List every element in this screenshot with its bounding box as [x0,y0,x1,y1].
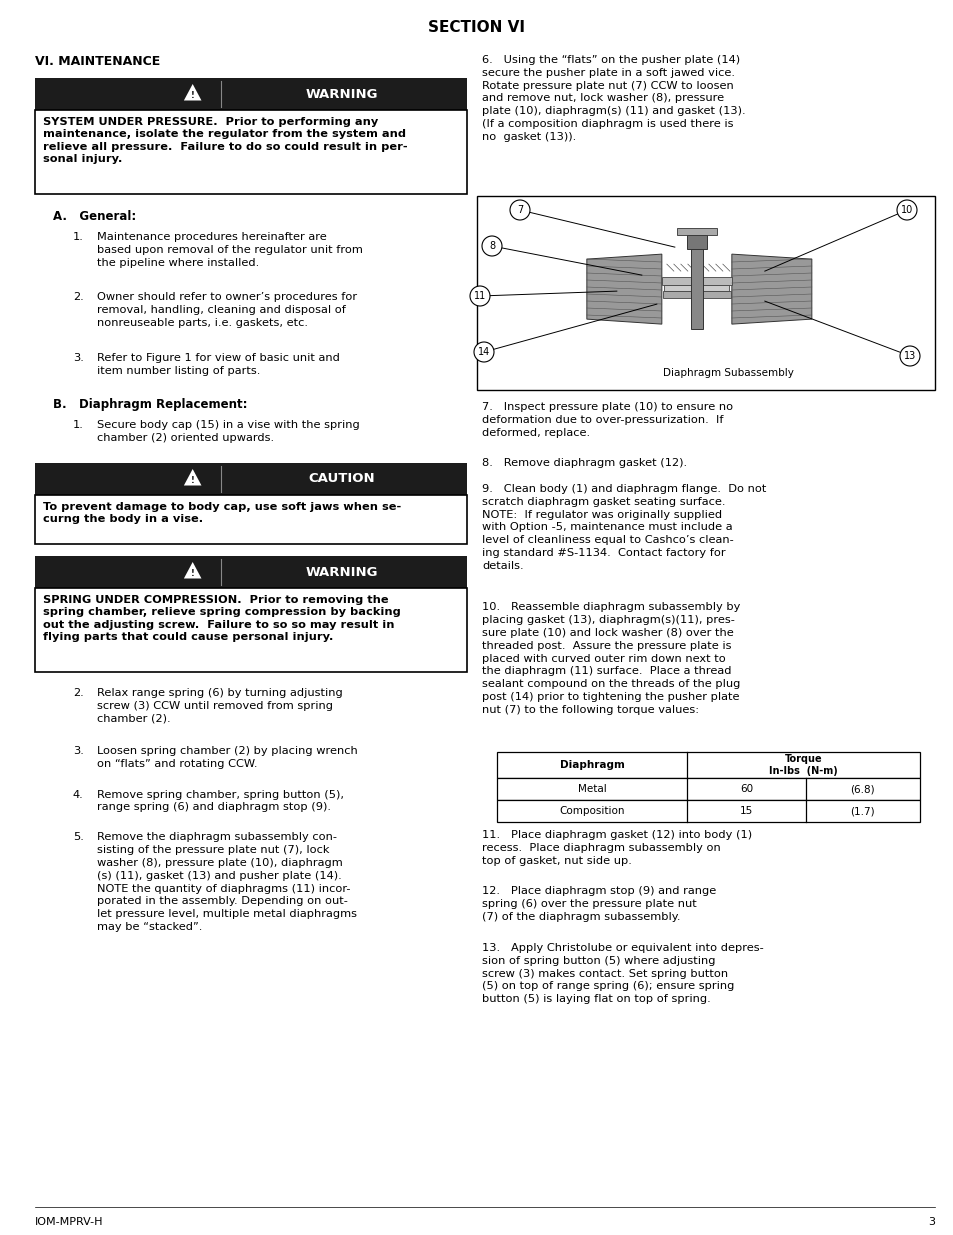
Bar [497,778,919,800]
Text: 6.   Using the “flats” on the pusher plate (14)
secure the pusher plate in a sof: 6. Using the “flats” on the pusher plate… [481,56,745,142]
Text: Torque
In-lbs  (N-m): Torque In-lbs (N-m) [768,755,837,776]
Text: Owner should refer to owner’s procedures for
removal, handling, cleaning and dis: Owner should refer to owner’s procedures… [97,293,356,329]
Text: Diaphragm: Diaphragm [559,760,624,769]
Bar [676,228,716,235]
Text: VI. MAINTENANCE: VI. MAINTENANCE [35,56,160,68]
Circle shape [510,200,530,220]
Text: Metal: Metal [578,784,606,794]
Text: WARNING: WARNING [305,88,377,100]
Polygon shape [586,254,661,324]
Bar [35,110,467,194]
Bar [35,556,467,588]
Text: 7.   Inspect pressure plate (10) to ensure no
deformation due to over-pressuriza: 7. Inspect pressure plate (10) to ensure… [481,403,732,437]
Text: CAUTION: CAUTION [308,473,375,485]
Bar [476,196,934,390]
Text: IOM-MPRV-H: IOM-MPRV-H [35,1216,103,1228]
Circle shape [481,236,501,256]
Text: 4.: 4. [73,789,84,799]
Circle shape [899,346,919,366]
Text: To prevent damage to body cap, use soft jaws when se-
curng the body in a vise.: To prevent damage to body cap, use soft … [43,501,401,525]
Bar [661,277,731,285]
Text: (6.8): (6.8) [850,784,874,794]
Text: 13: 13 [902,351,915,361]
Text: 1.: 1. [73,232,84,242]
Text: A.   General:: A. General: [53,210,136,224]
Text: SYSTEM UNDER PRESSURE.  Prior to performing any
maintenance, isolate the regulat: SYSTEM UNDER PRESSURE. Prior to performi… [43,117,407,164]
Text: !: ! [191,477,194,485]
Text: B.   Diaphragm Replacement:: B. Diaphragm Replacement: [53,398,247,411]
Text: !: ! [191,569,194,578]
Text: 2.: 2. [73,293,84,303]
Polygon shape [184,469,201,485]
Polygon shape [184,84,201,100]
Bar [497,800,919,823]
Text: 2.: 2. [73,688,84,698]
Bar [662,291,730,298]
Text: 13.   Apply Christolube or equivalent into depres-
sion of spring button (5) whe: 13. Apply Christolube or equivalent into… [481,944,763,1004]
Text: !: ! [191,91,194,100]
Text: (1.7): (1.7) [850,806,874,816]
Text: SPRING UNDER COMPRESSION.  Prior to removing the
spring chamber, relieve spring : SPRING UNDER COMPRESSION. Prior to remov… [43,595,400,642]
Text: 3.: 3. [73,746,84,757]
Bar [690,249,702,329]
Text: Composition: Composition [558,806,624,816]
Text: Maintenance procedures hereinafter are
based upon removal of the regulator unit : Maintenance procedures hereinafter are b… [97,232,362,268]
Bar [35,588,467,672]
Bar [35,463,467,495]
Text: 12.   Place diaphragm stop (9) and range
spring (6) over the pressure plate nut
: 12. Place diaphragm stop (9) and range s… [481,887,716,923]
Text: WARNING: WARNING [305,566,377,578]
Text: 3: 3 [927,1216,934,1228]
Bar [35,78,467,110]
Text: 9.   Clean body (1) and diaphragm flange.  Do not
scratch diaphragm gasket seati: 9. Clean body (1) and diaphragm flange. … [481,484,765,571]
Circle shape [896,200,916,220]
Text: 11: 11 [474,291,486,301]
Text: Remove spring chamber, spring button (5),
range spring (6) and diaphragm stop (9: Remove spring chamber, spring button (5)… [97,789,344,813]
Text: 10.   Reassemble diaphragm subassembly by
placing gasket (13), diaphragm(s)(11),: 10. Reassemble diaphragm subassembly by … [481,603,740,715]
Circle shape [474,342,494,362]
Text: 14: 14 [477,347,490,357]
Bar [663,285,729,291]
Text: Refer to Figure 1 for view of basic unit and
item number listing of parts.: Refer to Figure 1 for view of basic unit… [97,353,339,375]
Text: Loosen spring chamber (2) by placing wrench
on “flats” and rotating CCW.: Loosen spring chamber (2) by placing wre… [97,746,357,769]
Text: 8: 8 [489,241,495,251]
Text: 11.   Place diaphragm gasket (12) into body (1)
recess.  Place diaphragm subasse: 11. Place diaphragm gasket (12) into bod… [481,830,751,866]
Text: 7: 7 [517,205,522,215]
Text: SECTION VI: SECTION VI [428,21,525,36]
Text: 15: 15 [740,806,753,816]
Text: 10: 10 [900,205,912,215]
Text: 3.: 3. [73,353,84,363]
Polygon shape [184,562,201,578]
Bar [686,235,706,249]
Text: 1.: 1. [73,420,84,430]
Text: 60: 60 [740,784,752,794]
Text: 5.: 5. [73,832,84,842]
Text: Secure body cap (15) in a vise with the spring
chamber (2) oriented upwards.: Secure body cap (15) in a vise with the … [97,420,359,443]
Text: 8.   Remove diaphragm gasket (12).: 8. Remove diaphragm gasket (12). [481,458,686,468]
Bar [35,495,467,543]
Circle shape [470,287,490,306]
Polygon shape [731,254,811,324]
Bar [497,752,919,778]
Text: Relax range spring (6) by turning adjusting
screw (3) CCW until removed from spr: Relax range spring (6) by turning adjust… [97,688,342,724]
Text: Remove the diaphragm subassembly con-
sisting of the pressure plate nut (7), loc: Remove the diaphragm subassembly con- si… [97,832,356,932]
Text: Diaphragm Subassembly: Diaphragm Subassembly [662,368,794,378]
